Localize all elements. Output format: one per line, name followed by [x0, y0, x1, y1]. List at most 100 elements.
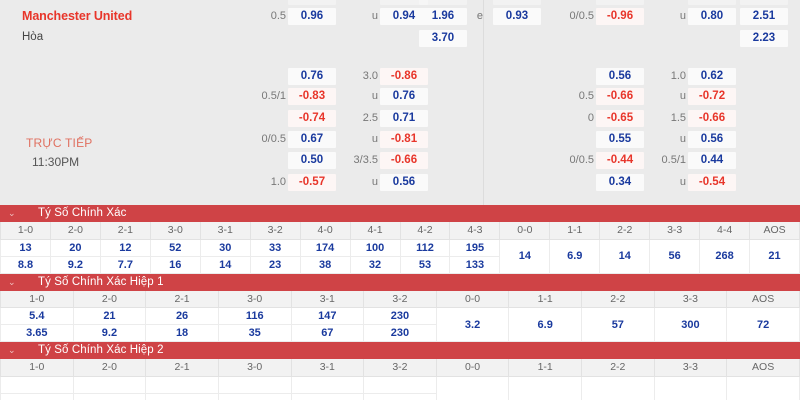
- onextwo-home[interactable]: 1.96: [419, 8, 467, 25]
- right-mid-6: u: [679, 176, 686, 188]
- right-odd-a-2[interactable]: -0.66: [596, 88, 644, 105]
- draw-score-odd-cell[interactable]: 57: [581, 307, 655, 342]
- section-header-1[interactable]: ⌄ Tý Số Chính Xác Hiệp 1: [0, 273, 800, 291]
- draw-score-odd-cell[interactable]: 72: [726, 307, 800, 342]
- score-odd-cell[interactable]: 5.4: [0, 307, 74, 325]
- score-odd-cell: [145, 392, 219, 400]
- right-odd-b-2[interactable]: -0.72: [688, 88, 736, 105]
- right-handicap-2: 0.5: [578, 90, 594, 102]
- draw-score-odd-cell[interactable]: 56: [649, 238, 701, 274]
- left-odd-a-5[interactable]: 0.50: [288, 152, 336, 169]
- chevron-down-icon[interactable]: ⌄: [8, 276, 16, 287]
- home-team-label[interactable]: Manchester United: [22, 9, 133, 23]
- left-odd-a-6[interactable]: -0.57: [288, 174, 336, 191]
- left-odd-b-2[interactable]: 0.76: [380, 88, 428, 105]
- column-header-2-2: 2-2: [599, 222, 651, 240]
- score-odd-cell: [0, 375, 74, 394]
- score-odd-cell[interactable]: 195: [449, 238, 501, 257]
- score-odd-cell[interactable]: 9.2: [49, 255, 101, 274]
- score-odd-cell[interactable]: 9.2: [72, 324, 147, 342]
- score-odd-cell[interactable]: 33: [249, 238, 301, 257]
- score-odd-cell[interactable]: 133: [449, 255, 501, 274]
- score-odd-cell[interactable]: 230: [363, 307, 437, 325]
- right-odd-a-3[interactable]: -0.65: [596, 110, 644, 127]
- left-odd-a-3[interactable]: -0.74: [288, 110, 336, 127]
- right-odd-a-6[interactable]: 0.34: [596, 174, 644, 191]
- right-odd-b-6[interactable]: -0.54: [688, 174, 736, 191]
- left-odd-b-4[interactable]: -0.81: [380, 131, 428, 148]
- score-odd-cell[interactable]: 174: [299, 238, 351, 257]
- score-odd-cell[interactable]: 23: [249, 255, 301, 274]
- left-odd-b-5[interactable]: -0.66: [380, 152, 428, 169]
- draw-score-odd-cell: [581, 375, 655, 400]
- draw-score-odd-cell[interactable]: 300: [653, 307, 728, 342]
- score-odd-cell[interactable]: 52: [149, 238, 201, 257]
- right-odd-b-5[interactable]: 0.44: [688, 152, 736, 169]
- right-odd-b-0[interactable]: 0.80: [688, 8, 736, 25]
- score-odd-cell[interactable]: 30: [199, 238, 251, 257]
- left-odd-a-4[interactable]: 0.67: [288, 131, 336, 148]
- draw-score-odd-cell[interactable]: 21: [749, 238, 800, 274]
- right-odd-a-5[interactable]: -0.44: [596, 152, 644, 169]
- column-header-1-0: 1-0: [0, 290, 74, 308]
- draw-label: Hòa: [22, 31, 44, 43]
- far-right-odd-bottom[interactable]: 2.23: [740, 30, 788, 47]
- right-odd-b-4[interactable]: 0.56: [688, 131, 736, 148]
- score-odd-cell[interactable]: 38: [299, 255, 351, 274]
- left-odd-b-6[interactable]: 0.56: [380, 174, 428, 191]
- section-header-2[interactable]: ⌄ Tý Số Chính Xác Hiệp 2: [0, 342, 800, 359]
- draw-score-odd-cell[interactable]: 6.9: [508, 307, 582, 342]
- column-header-AOS: AOS: [726, 359, 800, 377]
- draw-score-odd-cell[interactable]: 3.2: [435, 307, 510, 342]
- score-odd-cell[interactable]: 26: [145, 307, 219, 325]
- score-odd-cell[interactable]: 32: [349, 255, 401, 274]
- score-odd-cell[interactable]: 16: [149, 255, 201, 274]
- score-odd-cell[interactable]: 12: [99, 238, 151, 257]
- score-odd-cell[interactable]: 100: [349, 238, 401, 257]
- column-header-2-2: 2-2: [581, 359, 655, 377]
- left-odd-b-0[interactable]: 0.94: [380, 8, 428, 25]
- draw-score-odd-cell[interactable]: 14: [599, 238, 651, 274]
- score-odd-cell[interactable]: 7.7: [99, 255, 151, 274]
- draw-score-odd-cell[interactable]: 268: [699, 238, 751, 274]
- right-odd-b-1[interactable]: 0.62: [688, 68, 736, 85]
- left-odd-a-1[interactable]: 0.76: [288, 68, 336, 85]
- left-odd-b-1[interactable]: -0.86: [380, 68, 428, 85]
- match-time-label: 11:30PM: [32, 155, 80, 169]
- score-odd-cell[interactable]: 13: [0, 238, 51, 257]
- onextwo-away[interactable]: 0.93: [493, 8, 541, 25]
- score-odd-cell[interactable]: 112: [399, 238, 451, 257]
- column-header-3-3: 3-3: [653, 359, 728, 377]
- draw-score-odd-cell: [653, 375, 728, 400]
- score-odd-cell[interactable]: 14: [199, 255, 251, 274]
- score-odd-cell[interactable]: 20: [49, 238, 101, 257]
- right-odd-a-1[interactable]: 0.56: [596, 68, 644, 85]
- table-header-row: 1-0 2-0 2-1 3-0 3-1 3-2 0-0 1-1 2-2 3-3 AOS: [0, 359, 800, 377]
- score-odd-cell[interactable]: 53: [399, 255, 451, 274]
- score-odd-cell[interactable]: 230: [363, 324, 437, 342]
- score-odd-cell[interactable]: 35: [217, 324, 292, 342]
- score-odd-cell[interactable]: 8.8: [0, 255, 51, 274]
- score-odd-cell[interactable]: 116: [217, 307, 292, 325]
- draw-score-odd-cell[interactable]: 14: [499, 238, 551, 274]
- column-header-2-0: 2-0: [72, 290, 147, 308]
- right-odd-b-3[interactable]: -0.66: [688, 110, 736, 127]
- left-odd-a-0[interactable]: 0.96: [288, 8, 336, 25]
- score-odd-cell[interactable]: 3.65: [0, 324, 74, 342]
- score-odd-cell[interactable]: 21: [72, 307, 147, 325]
- left-mid-0: u: [371, 10, 378, 22]
- far-right-odd-top[interactable]: 2.51: [740, 8, 788, 25]
- right-odd-a-0[interactable]: -0.96: [596, 8, 644, 25]
- table-row: [0, 375, 800, 400]
- right-odd-a-4[interactable]: 0.55: [596, 131, 644, 148]
- section-header-0[interactable]: ⌄ Tý Số Chính Xác: [0, 205, 800, 222]
- chevron-down-icon[interactable]: ⌄: [8, 345, 16, 355]
- left-odd-a-2[interactable]: -0.83: [288, 88, 336, 105]
- score-odd-cell[interactable]: 147: [290, 307, 365, 325]
- chevron-down-icon[interactable]: ⌄: [8, 208, 16, 218]
- score-odd-cell[interactable]: 67: [290, 324, 365, 342]
- onextwo-home-alt[interactable]: 3.70: [419, 30, 467, 47]
- score-odd-cell[interactable]: 18: [145, 324, 219, 342]
- left-odd-b-3[interactable]: 0.71: [380, 110, 428, 127]
- draw-score-odd-cell[interactable]: 6.9: [549, 238, 601, 274]
